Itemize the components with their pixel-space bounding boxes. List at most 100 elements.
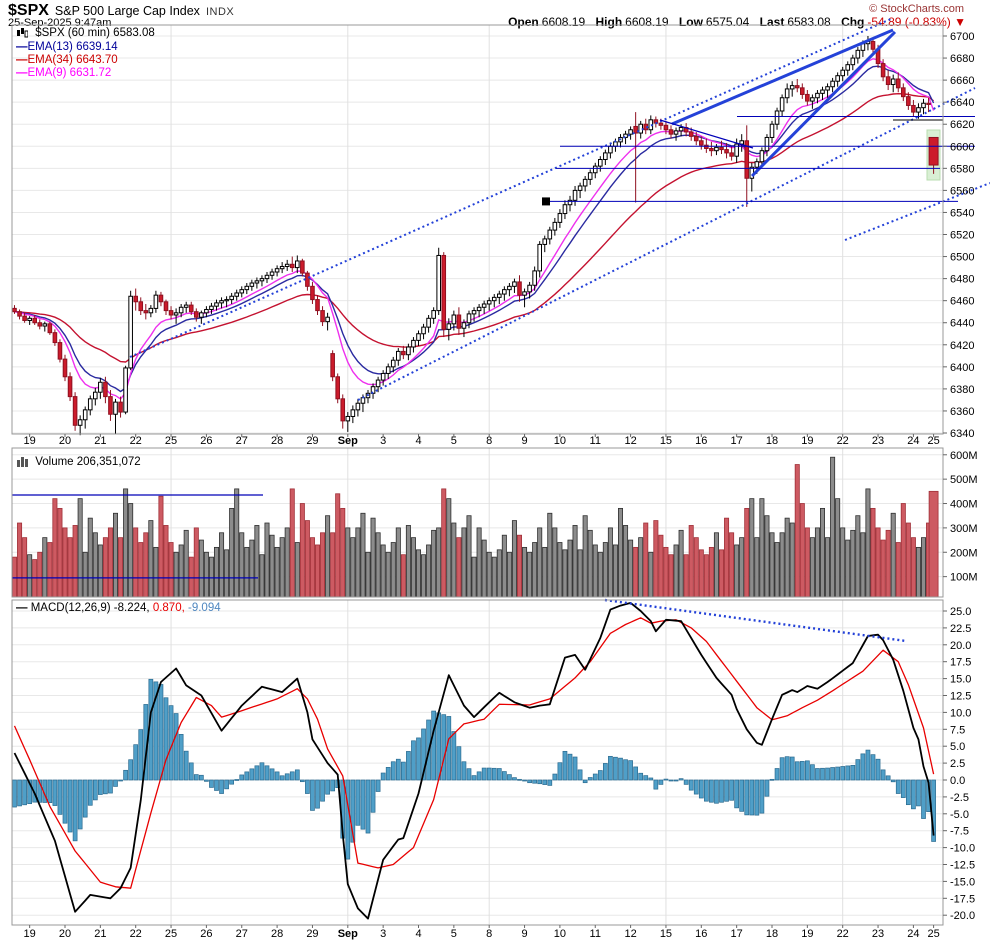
candle-body xyxy=(663,124,669,131)
volume-bar xyxy=(928,490,939,598)
macd-histogram-bar xyxy=(264,765,270,781)
price-tick-label: 6600 xyxy=(950,141,974,153)
macd-histogram-bar xyxy=(431,710,436,781)
volume-bar xyxy=(542,546,548,598)
ema13-legend: —EMA(13) 6639.14 xyxy=(16,41,118,53)
candle-body xyxy=(668,129,674,135)
date-label: 28 xyxy=(271,435,283,447)
macd-histogram-bar xyxy=(128,759,133,781)
candle-body xyxy=(542,238,548,245)
volume-bar xyxy=(320,532,326,598)
macd-histogram-bar xyxy=(416,737,421,781)
macd-tick-label: 25.0 xyxy=(950,606,971,618)
volume-bar xyxy=(663,546,669,598)
candle-body xyxy=(72,396,78,426)
macd-dotted-trendline xyxy=(604,598,907,643)
candle-body xyxy=(476,306,482,312)
macd-histogram-bar xyxy=(411,740,416,781)
macd-histogram-bar xyxy=(875,758,881,781)
candle-body xyxy=(532,270,537,286)
macd-histogram-bar xyxy=(284,773,290,781)
solid-trendline-1 xyxy=(671,28,894,126)
candle-body xyxy=(401,350,406,356)
candle-body xyxy=(673,130,679,135)
macd-histogram-bar xyxy=(62,779,68,824)
volume-bar xyxy=(213,546,219,598)
candle-body xyxy=(42,323,48,327)
macd-histogram-bar xyxy=(123,769,128,781)
candle-body xyxy=(739,140,745,145)
volume-bar xyxy=(875,527,881,598)
macd-histogram-bar xyxy=(663,778,669,781)
candle-body xyxy=(451,314,457,325)
volume-bar xyxy=(355,527,361,598)
volume-bar xyxy=(628,539,634,598)
volume-bar xyxy=(835,498,841,598)
candle-body xyxy=(547,229,553,240)
macd-histogram-bar xyxy=(476,771,482,781)
date-label: 23 xyxy=(872,928,884,940)
candle-body xyxy=(254,280,260,284)
volume-bar xyxy=(350,537,356,598)
volume-bar xyxy=(118,537,124,598)
volume-bar xyxy=(865,488,871,598)
price-tick-label: 6340 xyxy=(950,428,974,440)
date-label: 29 xyxy=(306,435,318,447)
volume-bar xyxy=(476,527,482,598)
date-label: 18 xyxy=(766,435,778,447)
candle-body xyxy=(173,312,179,316)
volume-bar xyxy=(123,488,129,598)
candle-body xyxy=(82,409,88,421)
volume-bar xyxy=(840,527,846,598)
macd-histogram-bar xyxy=(845,765,851,781)
macd-histogram-bar xyxy=(224,779,229,790)
candle-body xyxy=(628,129,633,135)
volume-bar xyxy=(678,529,684,598)
macd-histogram-bar xyxy=(522,779,527,782)
date-label: 22 xyxy=(837,435,849,447)
macd-tick-label: 12.5 xyxy=(950,691,971,703)
macd-tick-label: -2.5 xyxy=(950,792,969,804)
macd-signal-value: 0.870, xyxy=(152,602,185,614)
volume-bar xyxy=(426,544,432,598)
volume-bar xyxy=(370,517,376,598)
macd-histogram-bar xyxy=(532,779,538,784)
macd-histogram-bar xyxy=(103,779,108,795)
macd-histogram-bar xyxy=(542,779,548,785)
candle-body xyxy=(436,254,441,312)
volume-bars-icon xyxy=(16,456,28,470)
candle-body xyxy=(345,415,351,422)
volume-bar xyxy=(133,527,139,598)
candle-body xyxy=(274,268,280,273)
macd-histogram-bar xyxy=(784,756,790,781)
macd-tick-label: 10.0 xyxy=(950,707,971,719)
date-label: 12 xyxy=(624,435,636,447)
macd-histogram-bar xyxy=(97,779,103,795)
candle-body xyxy=(249,282,255,287)
price-tick-label: 6400 xyxy=(950,362,974,374)
macd-histogram-bar xyxy=(305,779,310,794)
macd-histogram-bar xyxy=(658,779,664,785)
volume-bar xyxy=(113,512,119,598)
macd-histogram-bar xyxy=(810,764,815,781)
volume-bar xyxy=(708,546,714,598)
candle-body xyxy=(885,76,891,86)
volume-bar xyxy=(774,542,780,598)
volume-bar xyxy=(921,537,927,598)
candle-body xyxy=(340,398,346,422)
macd-histogram-bar xyxy=(300,779,305,783)
price-tick-label: 6380 xyxy=(950,384,974,396)
macd-histogram-bar xyxy=(916,779,921,807)
date-label: 21 xyxy=(94,928,106,940)
ema9-line xyxy=(14,58,935,400)
date-label: Sep xyxy=(338,928,358,940)
candle-body xyxy=(714,146,719,152)
date-label: 26 xyxy=(200,928,212,940)
candle-body xyxy=(37,322,43,327)
candle-body xyxy=(840,69,846,77)
candle-body xyxy=(901,87,906,98)
date-label: 22 xyxy=(130,435,142,447)
candle-body xyxy=(113,401,118,415)
candle-body xyxy=(320,310,325,323)
